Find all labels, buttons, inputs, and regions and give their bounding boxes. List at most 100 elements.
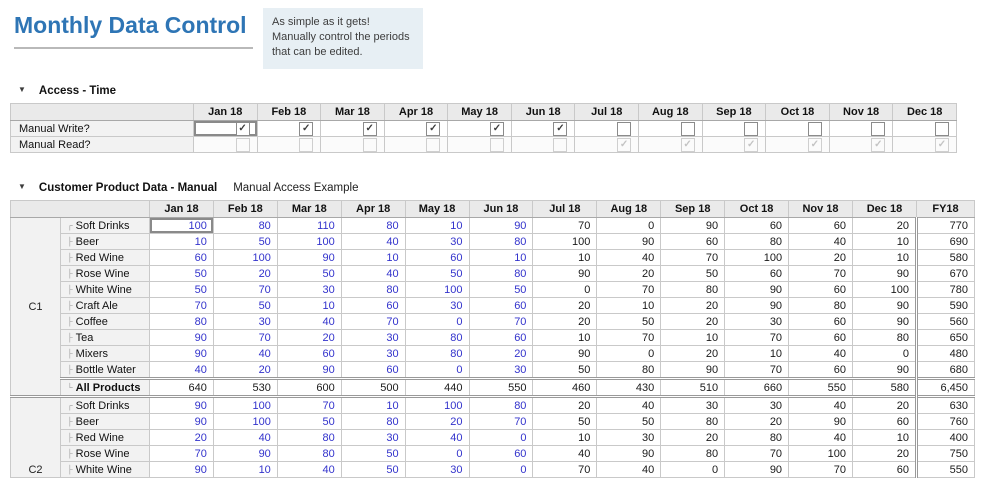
- data-cell[interactable]: 60: [340, 297, 406, 314]
- data-cell[interactable]: 100: [212, 395, 278, 414]
- data-cell[interactable]: 80: [340, 217, 406, 234]
- data-cell[interactable]: 60: [404, 249, 470, 266]
- data-cell[interactable]: 90: [149, 413, 214, 430]
- data-cell[interactable]: 30: [340, 429, 406, 446]
- data-cell[interactable]: 20: [276, 329, 342, 346]
- data-cell[interactable]: 30: [468, 361, 534, 379]
- manual-write-checkbox[interactable]: ✓: [489, 121, 504, 136]
- data-cell[interactable]: 80: [340, 413, 406, 430]
- data-cell[interactable]: 100: [212, 249, 278, 266]
- data-cell[interactable]: 60: [340, 361, 406, 379]
- data-cell[interactable]: 100: [212, 413, 278, 430]
- data-cell[interactable]: 90: [212, 445, 278, 462]
- data-cell[interactable]: 10: [340, 249, 406, 266]
- data-cell[interactable]: 60: [468, 297, 534, 314]
- data-cell[interactable]: 30: [340, 329, 406, 346]
- data-cell[interactable]: 80: [212, 217, 278, 234]
- data-cell[interactable]: 70: [212, 281, 278, 298]
- manual-write-checkbox[interactable]: ✓: [426, 121, 441, 136]
- manual-write-checkbox[interactable]: ✓: [553, 121, 568, 136]
- data-cell[interactable]: 0: [404, 361, 470, 379]
- data-cell[interactable]: 30: [404, 297, 470, 314]
- data-cell[interactable]: 50: [212, 297, 278, 314]
- data-cell[interactable]: 80: [404, 329, 470, 346]
- data-cell[interactable]: 50: [468, 281, 534, 298]
- manual-write-checkbox[interactable]: [680, 121, 695, 136]
- data-cell[interactable]: 50: [404, 265, 470, 282]
- data-cell[interactable]: 80: [468, 233, 534, 250]
- data-cell[interactable]: 70: [276, 395, 342, 414]
- manual-write-checkbox[interactable]: [744, 121, 759, 136]
- data-cell[interactable]: 40: [276, 313, 342, 330]
- data-cell[interactable]: 20: [212, 361, 278, 379]
- data-cell[interactable]: 20: [212, 265, 278, 282]
- data-cell[interactable]: 80: [149, 313, 214, 330]
- data-cell[interactable]: 30: [212, 313, 278, 330]
- collapse-triangle-icon[interactable]: ▼: [18, 85, 26, 94]
- data-cell[interactable]: 40: [340, 233, 406, 250]
- data-cell[interactable]: 80: [340, 281, 406, 298]
- data-cell[interactable]: 70: [468, 313, 534, 330]
- data-cell[interactable]: 20: [468, 345, 534, 362]
- data-cell[interactable]: 10: [149, 233, 214, 250]
- manual-write-checkbox[interactable]: ✓: [362, 121, 377, 136]
- data-cell[interactable]: 80: [404, 345, 470, 362]
- data-cell[interactable]: 50: [149, 281, 214, 298]
- data-cell[interactable]: 90: [149, 345, 214, 362]
- data-cell[interactable]: 40: [149, 361, 214, 379]
- data-cell[interactable]: 90: [149, 329, 214, 346]
- data-cell[interactable]: 10: [276, 297, 342, 314]
- data-cell[interactable]: 110: [276, 217, 342, 234]
- collapse-triangle-icon[interactable]: ▼: [18, 182, 26, 191]
- data-cell[interactable]: 40: [212, 429, 278, 446]
- data-cell[interactable]: 50: [340, 461, 406, 478]
- data-cell[interactable]: 90: [468, 217, 534, 234]
- data-cell[interactable]: 50: [212, 233, 278, 250]
- data-cell[interactable]: 0: [468, 429, 534, 446]
- manual-write-checkbox[interactable]: [807, 121, 822, 136]
- data-cell[interactable]: 20: [404, 413, 470, 430]
- data-cell[interactable]: 40: [404, 429, 470, 446]
- data-cell[interactable]: 50: [276, 265, 342, 282]
- data-cell[interactable]: 40: [340, 265, 406, 282]
- data-cell[interactable]: 80: [468, 395, 534, 414]
- data-cell[interactable]: 40: [212, 345, 278, 362]
- data-cell[interactable]: 30: [340, 345, 406, 362]
- data-cell[interactable]: 30: [404, 461, 470, 478]
- manual-write-checkbox[interactable]: [617, 121, 632, 136]
- data-cell[interactable]: 50: [340, 445, 406, 462]
- data-cell[interactable]: 60: [468, 329, 534, 346]
- data-cell[interactable]: 80: [276, 429, 342, 446]
- manual-write-checkbox[interactable]: ✓: [235, 121, 250, 136]
- manual-write-checkbox[interactable]: ✓: [299, 121, 314, 136]
- data-cell[interactable]: 60: [468, 445, 534, 462]
- data-cell[interactable]: 100: [149, 217, 214, 234]
- data-cell[interactable]: 70: [149, 297, 214, 314]
- data-cell[interactable]: 70: [149, 445, 214, 462]
- data-cell[interactable]: 70: [468, 413, 534, 430]
- data-cell[interactable]: 60: [149, 249, 214, 266]
- data-cell[interactable]: 60: [276, 345, 342, 362]
- data-cell[interactable]: 100: [404, 395, 470, 414]
- data-cell[interactable]: 10: [468, 249, 534, 266]
- data-cell[interactable]: 40: [276, 461, 342, 478]
- data-cell[interactable]: 10: [340, 395, 406, 414]
- data-cell[interactable]: 30: [404, 233, 470, 250]
- data-cell[interactable]: 20: [149, 429, 214, 446]
- data-cell[interactable]: 90: [276, 361, 342, 379]
- data-cell[interactable]: 50: [276, 413, 342, 430]
- data-cell[interactable]: 0: [404, 313, 470, 330]
- manual-write-checkbox[interactable]: [871, 121, 886, 136]
- manual-write-checkbox[interactable]: [935, 121, 949, 136]
- data-cell[interactable]: 10: [404, 217, 470, 234]
- data-cell[interactable]: 90: [149, 395, 214, 414]
- data-cell[interactable]: 0: [404, 445, 470, 462]
- data-cell[interactable]: 90: [276, 249, 342, 266]
- data-cell[interactable]: 0: [468, 461, 534, 478]
- data-cell[interactable]: 80: [276, 445, 342, 462]
- data-cell[interactable]: 10: [212, 461, 278, 478]
- data-cell[interactable]: 80: [468, 265, 534, 282]
- data-cell[interactable]: 30: [276, 281, 342, 298]
- data-cell[interactable]: 70: [212, 329, 278, 346]
- data-cell[interactable]: 70: [340, 313, 406, 330]
